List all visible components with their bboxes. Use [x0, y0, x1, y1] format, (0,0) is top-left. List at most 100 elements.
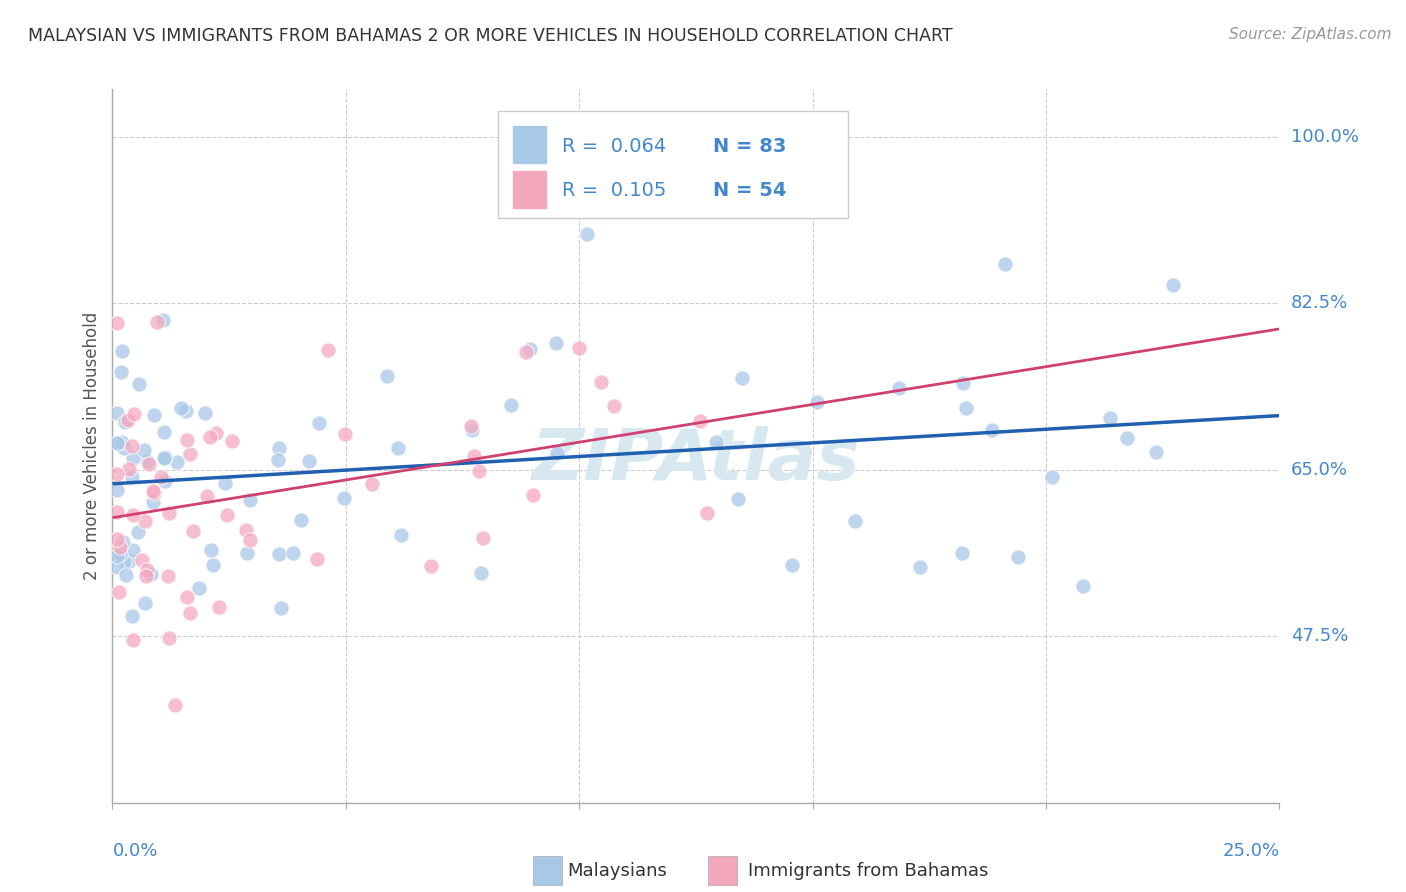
- Point: [387, 441, 409, 455]
- Point: [267, 442, 290, 456]
- Bar: [512, 125, 547, 164]
- FancyBboxPatch shape: [498, 111, 848, 218]
- Point: [122, 508, 145, 522]
- Point: [105, 532, 128, 546]
- Text: 82.5%: 82.5%: [1291, 294, 1348, 312]
- Point: [994, 257, 1017, 271]
- Point: [117, 413, 139, 427]
- Point: [519, 342, 541, 356]
- Point: [187, 581, 209, 595]
- Bar: [533, 856, 562, 885]
- Bar: [707, 856, 737, 885]
- Point: [105, 549, 128, 564]
- Point: [305, 552, 328, 566]
- Point: [105, 560, 128, 574]
- Point: [118, 462, 141, 476]
- Point: [1161, 278, 1184, 293]
- Point: [910, 560, 932, 574]
- Point: [179, 447, 201, 461]
- Point: [215, 508, 238, 522]
- Point: [195, 490, 218, 504]
- Point: [546, 446, 568, 460]
- Point: [124, 407, 146, 421]
- Point: [1115, 431, 1137, 445]
- Text: 100.0%: 100.0%: [1291, 128, 1358, 145]
- Point: [135, 454, 157, 468]
- Point: [152, 451, 174, 466]
- Text: ZIPAtlas: ZIPAtlas: [531, 425, 860, 495]
- Point: [107, 436, 129, 450]
- Point: [472, 531, 495, 545]
- Point: [152, 313, 174, 327]
- Point: [105, 436, 128, 450]
- Point: [696, 507, 718, 521]
- Point: [981, 423, 1004, 437]
- Point: [780, 558, 803, 572]
- Point: [127, 524, 149, 539]
- Point: [176, 434, 198, 448]
- Point: [110, 365, 132, 379]
- Point: [806, 395, 828, 409]
- Text: MALAYSIAN VS IMMIGRANTS FROM BAHAMAS 2 OR MORE VEHICLES IN HOUSEHOLD CORRELATION: MALAYSIAN VS IMMIGRANTS FROM BAHAMAS 2 O…: [28, 27, 953, 45]
- Point: [470, 566, 492, 580]
- Point: [134, 596, 156, 610]
- Point: [111, 343, 134, 358]
- Point: [112, 555, 135, 569]
- Point: [174, 404, 197, 418]
- Point: [239, 493, 262, 508]
- Point: [420, 558, 443, 573]
- Point: [298, 454, 321, 468]
- Point: [463, 449, 485, 463]
- Point: [270, 600, 292, 615]
- Point: [375, 369, 398, 384]
- Point: [204, 426, 226, 441]
- Point: [170, 401, 193, 416]
- Point: [727, 492, 749, 507]
- Point: [239, 533, 262, 547]
- Point: [135, 569, 157, 583]
- Point: [603, 399, 626, 413]
- Point: [544, 336, 567, 351]
- Point: [179, 606, 201, 620]
- Point: [360, 477, 382, 491]
- Point: [467, 464, 489, 478]
- Point: [568, 341, 591, 355]
- Point: [290, 513, 312, 527]
- Point: [105, 483, 128, 497]
- Point: [333, 491, 356, 506]
- Point: [134, 442, 156, 457]
- Point: [1040, 470, 1063, 484]
- Point: [267, 547, 290, 561]
- Point: [267, 452, 290, 467]
- Point: [515, 345, 537, 359]
- Point: [1071, 579, 1094, 593]
- Text: 65.0%: 65.0%: [1291, 461, 1347, 479]
- Point: [105, 406, 128, 420]
- Point: [689, 414, 711, 428]
- Text: Source: ZipAtlas.com: Source: ZipAtlas.com: [1229, 27, 1392, 42]
- Text: 25.0%: 25.0%: [1222, 842, 1279, 860]
- Point: [108, 540, 131, 554]
- Point: [155, 450, 177, 464]
- Point: [157, 506, 180, 520]
- Point: [201, 558, 224, 573]
- Point: [731, 371, 754, 385]
- Point: [108, 547, 131, 561]
- Point: [1144, 445, 1167, 459]
- Point: [143, 485, 166, 500]
- Point: [460, 419, 482, 434]
- Point: [146, 315, 169, 329]
- Point: [704, 435, 727, 450]
- Point: [118, 554, 141, 568]
- Point: [200, 543, 222, 558]
- Text: 0.0%: 0.0%: [112, 842, 157, 860]
- Point: [115, 568, 138, 582]
- Point: [208, 600, 231, 615]
- Point: [513, 186, 536, 201]
- Point: [844, 514, 866, 528]
- Text: R =  0.064: R = 0.064: [562, 136, 666, 156]
- Point: [176, 590, 198, 604]
- Point: [221, 434, 243, 449]
- Point: [281, 546, 304, 560]
- Point: [153, 425, 176, 439]
